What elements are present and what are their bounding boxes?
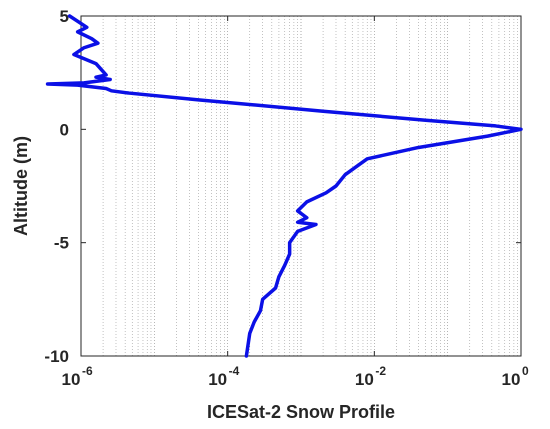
x-axis-title: ICESat-2 Snow Profile bbox=[207, 402, 395, 422]
y-tick-label: 0 bbox=[60, 120, 69, 139]
x-tick-base: 10 bbox=[62, 370, 81, 389]
y-tick-label: 5 bbox=[60, 7, 69, 26]
x-tick-exponent: -2 bbox=[375, 364, 386, 378]
series-line bbox=[45, 14, 523, 358]
y-tick-label: -5 bbox=[54, 234, 69, 253]
x-tick-exponent: -6 bbox=[82, 364, 93, 378]
y-tick-label: -10 bbox=[44, 347, 69, 366]
x-tick-base: 10 bbox=[502, 370, 521, 389]
x-tick-exponent: 0 bbox=[522, 364, 529, 378]
y-axis-title: Altitude (m) bbox=[11, 136, 31, 236]
x-tick-label: 10 bbox=[208, 370, 227, 389]
x-tick-labels: 10 -6 10 -4 10 -2 10 0 bbox=[62, 364, 529, 389]
grid-lines bbox=[80, 16, 522, 356]
x-tick-label: 10 bbox=[355, 370, 374, 389]
x-tick-base: 10 bbox=[208, 370, 227, 389]
plot-frame bbox=[80, 15, 522, 357]
x-tick-label: 10 bbox=[502, 370, 521, 389]
x-tick-base: 10 bbox=[355, 370, 374, 389]
y-tick-labels: 5 0 -5 -10 bbox=[44, 7, 69, 366]
x-tick-label: 10 bbox=[62, 370, 81, 389]
x-tick-exponent: -4 bbox=[229, 364, 240, 378]
